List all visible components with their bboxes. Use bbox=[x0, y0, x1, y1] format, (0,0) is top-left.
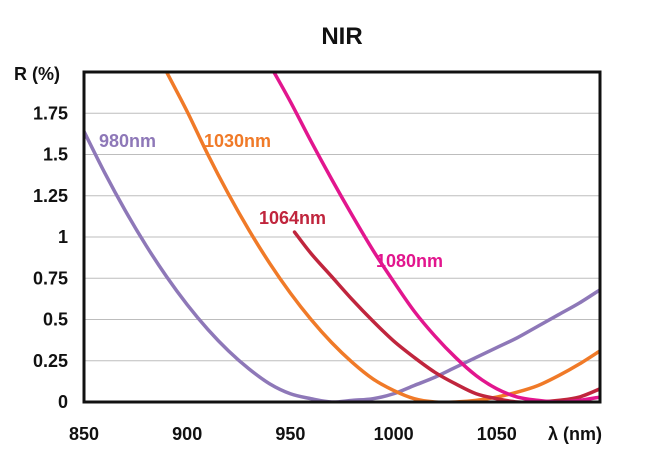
y-tick-label: 0.5 bbox=[43, 310, 68, 330]
y-tick-label: 1.5 bbox=[43, 145, 68, 165]
x-tick-label: 950 bbox=[275, 424, 305, 444]
series-label-1030nm: 1030nm bbox=[204, 131, 271, 151]
series-label-1080nm: 1080nm bbox=[376, 251, 443, 271]
chart-title: NIR bbox=[321, 23, 362, 50]
y-axis-label: R (%) bbox=[14, 64, 60, 84]
x-tick-label: 900 bbox=[172, 424, 202, 444]
y-tick-label: 1 bbox=[58, 227, 68, 247]
x-tick-label: 850 bbox=[69, 424, 99, 444]
y-tick-label: 0.25 bbox=[33, 351, 68, 371]
plot-frame bbox=[82, 70, 602, 404]
series-label-980nm: 980nm bbox=[99, 131, 156, 151]
y-tick-label: 1.25 bbox=[33, 186, 68, 206]
x-axis-label: λ (nm) bbox=[548, 424, 602, 444]
y-tick-label: 1.75 bbox=[33, 103, 68, 123]
y-tick-label: 0.75 bbox=[33, 268, 68, 288]
grid bbox=[84, 112, 600, 362]
x-tick-label: 1050 bbox=[477, 424, 517, 444]
series-line-1030nm bbox=[164, 72, 600, 402]
y-tick-label: 0 bbox=[58, 392, 68, 412]
series-labels: 980nm 1030nm 1064nm 1080nm bbox=[99, 131, 443, 271]
series-label-1064nm: 1064nm bbox=[259, 208, 326, 228]
ticks: 0 0.25 0.5 0.75 1 1.25 1.5 1.75 850 900 950 1000 105… bbox=[33, 103, 517, 444]
x-tick-label: 1000 bbox=[374, 424, 414, 444]
series-line-980nm bbox=[84, 129, 600, 402]
